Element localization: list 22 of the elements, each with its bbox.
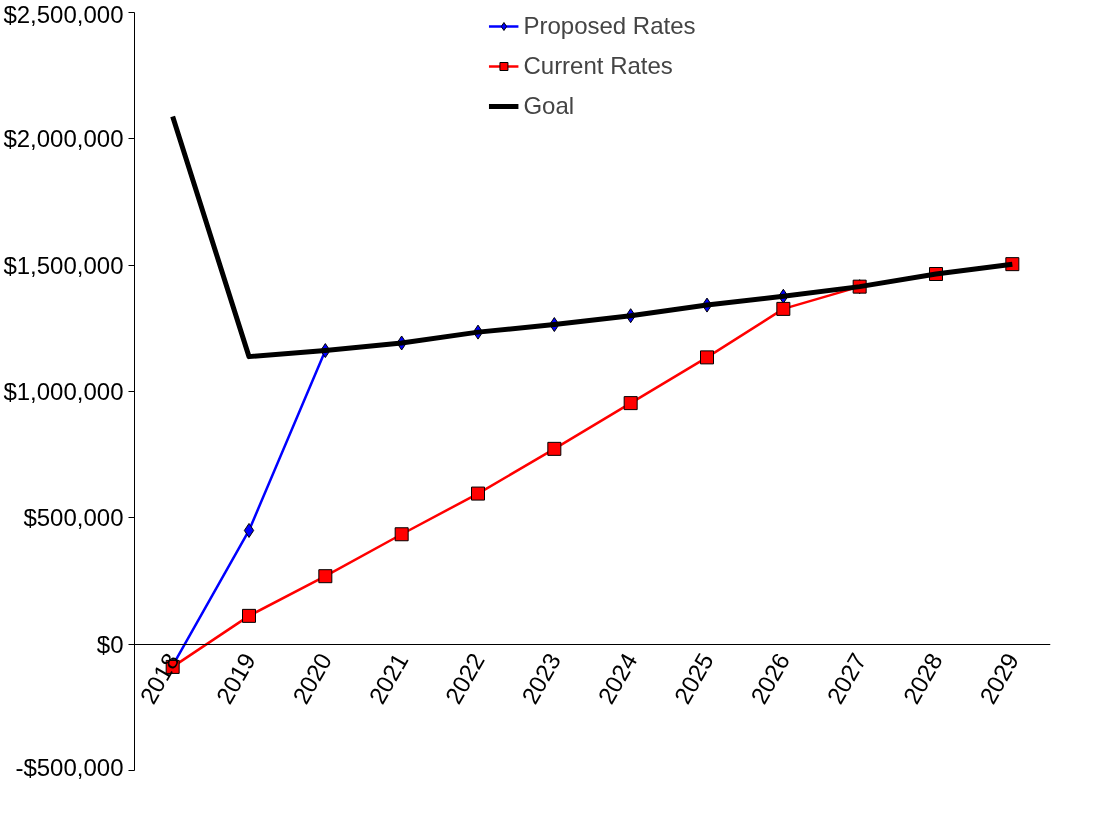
x-tick-label: 2029 [974,648,1025,709]
x-tick-label: 2026 [745,648,796,709]
x-tick-label: 2022 [439,648,490,709]
y-tick-label: $2,500,000 [3,0,124,28]
x-tick-label: 2019 [210,648,261,709]
legend-label: Proposed Rates [523,12,696,40]
x-tick-label: 2023 [516,648,567,709]
y-tick-label: $2,000,000 [3,125,124,153]
y-tick-label: $1,500,000 [3,251,124,279]
x-tick-label: 2028 [897,648,948,709]
x-tick-label: 2020 [287,648,338,709]
y-tick-label: $500,000 [23,504,124,532]
x-tick-label: 2025 [668,648,719,709]
legend-label: Current Rates [523,52,673,80]
y-tick-label: $1,000,000 [3,378,124,405]
x-tick-label: 2027 [821,648,872,709]
y-tick-label: $0 [96,630,124,658]
x-tick-label: 2018 [134,648,185,709]
y-tick-label: -$500,000 [15,753,124,781]
x-tick-label: 2024 [592,648,643,709]
legend-label: Goal [523,92,575,120]
x-tick-label: 2021 [363,648,414,709]
